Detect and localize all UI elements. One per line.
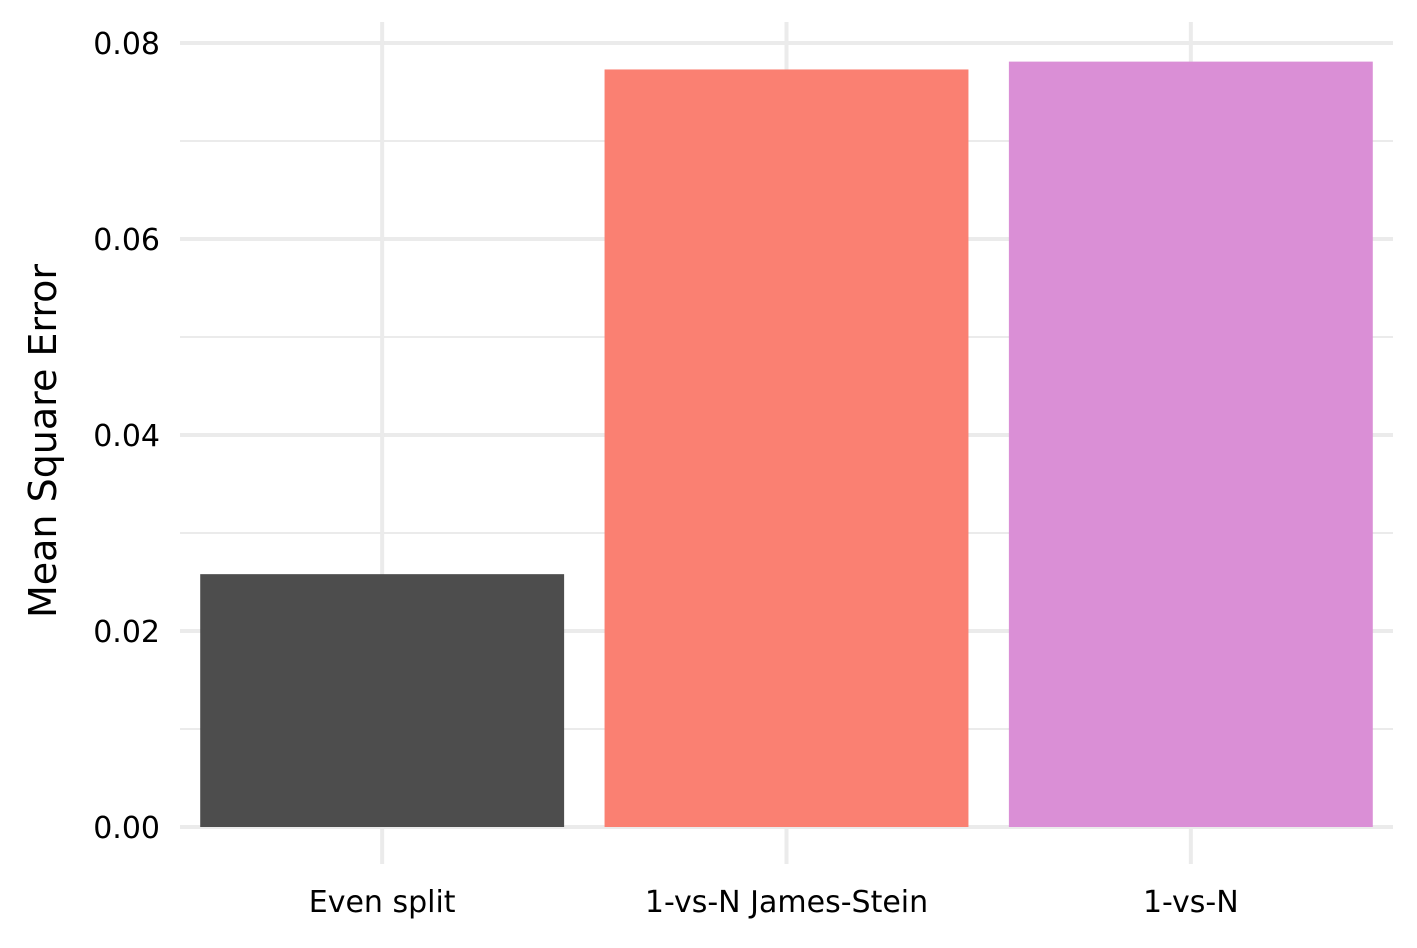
y-tick-label: 0.00 — [93, 811, 160, 846]
y-tick-label: 0.06 — [93, 223, 160, 258]
x-tick-label: 1-vs-N James-Stein — [645, 885, 928, 920]
bar-1 — [200, 574, 565, 827]
y-tick-label: 0.04 — [93, 419, 160, 454]
bar-2 — [604, 69, 969, 827]
y-axis-title: Mean Square Error — [21, 264, 65, 618]
y-axis-ticks: 0.00 0.02 0.04 0.06 0.08 — [93, 27, 160, 846]
y-tick-label: 0.02 — [93, 615, 160, 650]
bar-3 — [1008, 61, 1373, 828]
y-tick-label: 0.08 — [93, 27, 160, 62]
x-axis-ticks: Even split 1-vs-N James-Stein 1-vs-N — [309, 885, 1239, 920]
x-tick-label: 1-vs-N — [1143, 885, 1239, 920]
bars — [200, 61, 1373, 828]
x-tick-label: Even split — [309, 885, 456, 920]
